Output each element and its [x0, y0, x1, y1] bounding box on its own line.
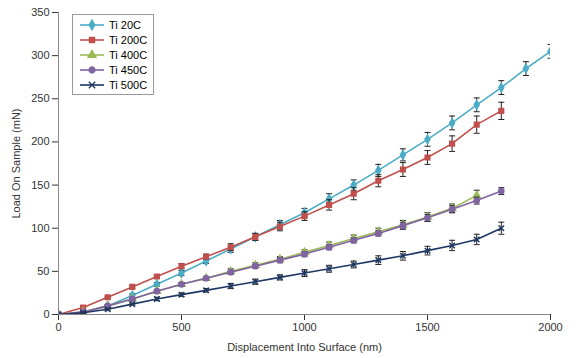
- svg-text:0: 0: [55, 321, 61, 333]
- svg-text:300: 300: [31, 49, 49, 61]
- svg-text:500: 500: [172, 321, 190, 333]
- html-text:Ti 500C: Ti 500C: [109, 78, 148, 91]
- svg-text:350: 350: [31, 6, 49, 18]
- svg-text:1500: 1500: [415, 321, 439, 333]
- svg-text:2000: 2000: [538, 321, 562, 333]
- svg-text:200: 200: [31, 135, 49, 147]
- svg-text:50: 50: [37, 265, 49, 277]
- svg-text:100: 100: [31, 222, 49, 234]
- svg-text:250: 250: [31, 92, 49, 104]
- svg-text:150: 150: [31, 179, 49, 191]
- html-text:Ti 400C: Ti 400C: [109, 48, 148, 61]
- html-text:Ti 450C: Ti 450C: [109, 63, 148, 76]
- html-text:Ti 20C: Ti 20C: [109, 18, 141, 31]
- svg-text:1000: 1000: [292, 321, 316, 333]
- svg-text:Displacement Into Surface (nm): Displacement Into Surface (nm): [227, 341, 382, 353]
- svg-text:0: 0: [43, 308, 49, 320]
- svg-text:Load On Sample (mN): Load On Sample (mN): [10, 108, 22, 218]
- html-text:Ti 200C: Ti 200C: [109, 33, 148, 46]
